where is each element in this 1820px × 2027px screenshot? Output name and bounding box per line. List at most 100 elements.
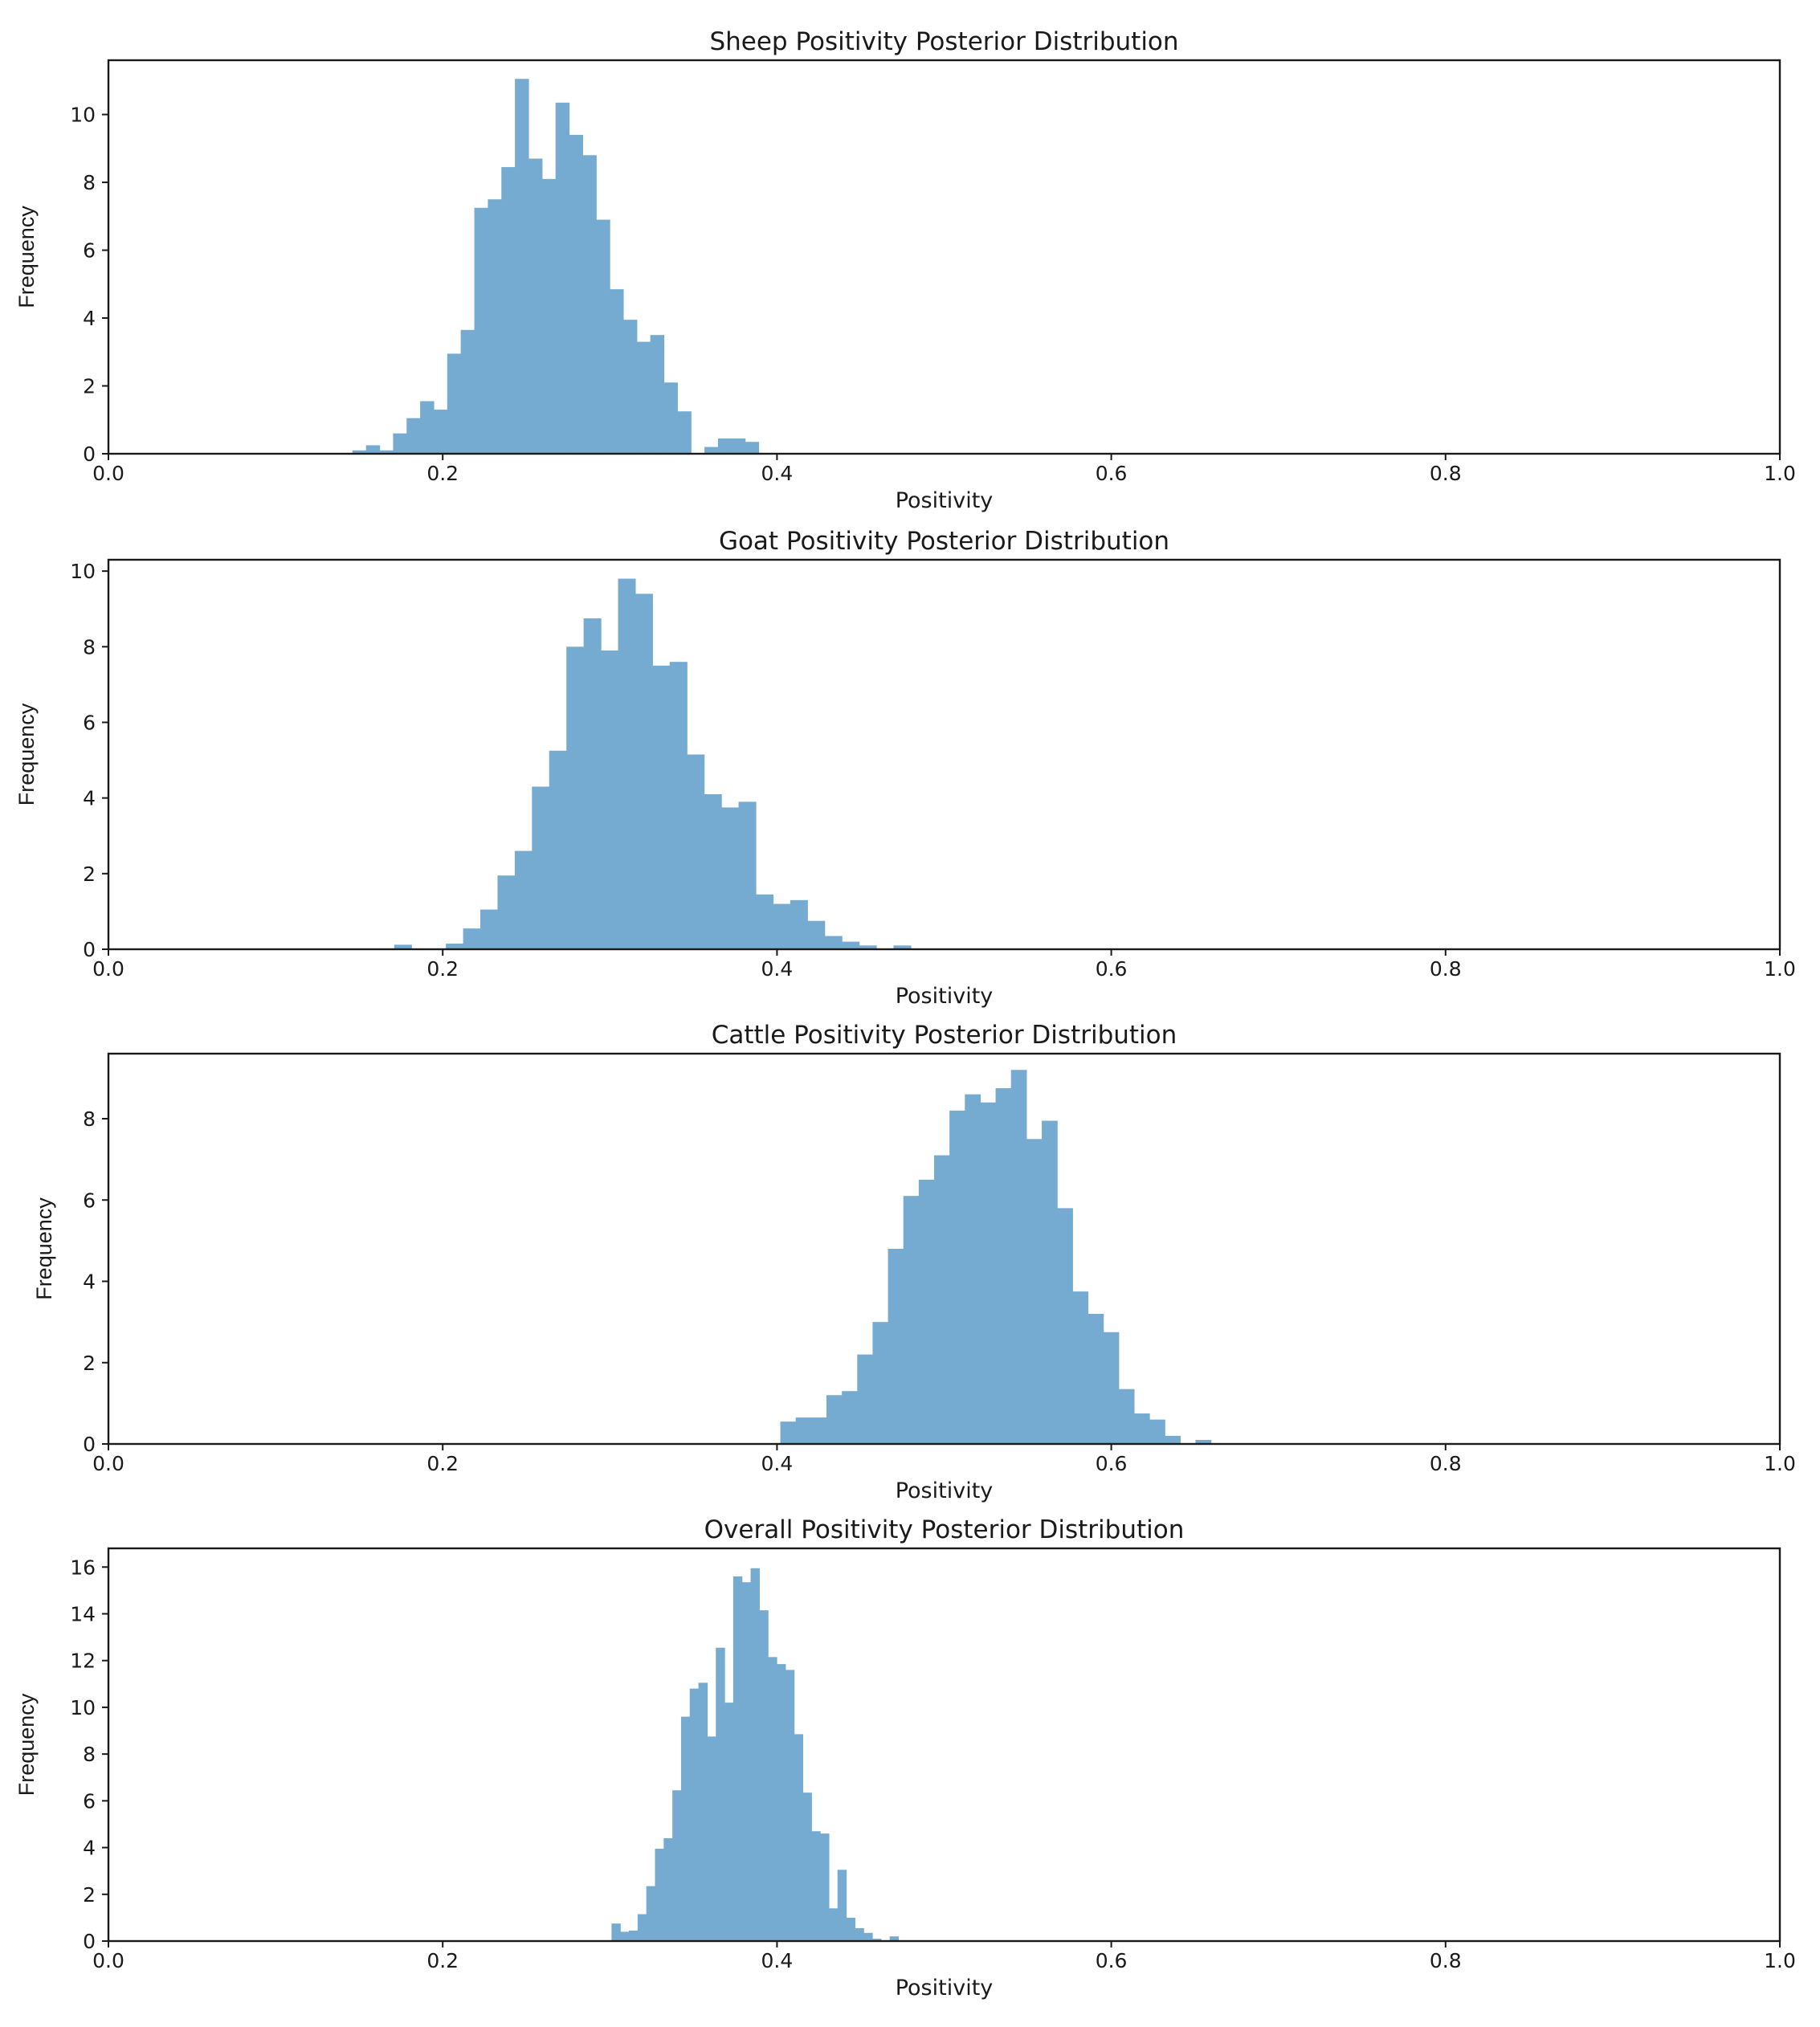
goat-histogram-bar — [773, 903, 791, 949]
sheep-histogram-bar — [515, 79, 529, 454]
overall-histogram-bar — [716, 1647, 725, 1941]
sheep-histogram-bar — [731, 438, 746, 454]
overall-y-tick-label: 10 — [70, 1696, 96, 1719]
goat-y-axis-label: Frequency — [14, 703, 39, 805]
cattle-y-tick-label: 4 — [83, 1270, 96, 1294]
overall-histogram-bar — [689, 1688, 700, 1941]
overall-bars — [611, 1568, 900, 1941]
sheep-histogram-bar — [622, 320, 638, 454]
sheep-x-tick-label: 0.4 — [761, 462, 794, 485]
sheep-histogram-bar — [596, 219, 610, 454]
goat-y-tick-label: 0 — [83, 938, 96, 961]
cattle-histogram-bar — [965, 1094, 981, 1445]
sheep-histogram-bar — [745, 442, 760, 454]
goat-y-tick-label: 2 — [83, 863, 96, 886]
cattle-histogram-bar — [1165, 1435, 1181, 1445]
cattle-histogram-bar — [1042, 1120, 1058, 1444]
overall-histogram-bar — [889, 1936, 900, 1941]
overall-histogram-bar — [646, 1886, 656, 1941]
overall-histogram-bar — [837, 1870, 847, 1941]
overall-x-axis-label: Positivity — [896, 1976, 994, 2000]
overall-histogram-bar — [794, 1734, 804, 1941]
cattle-x-tick-label: 0.8 — [1430, 1452, 1462, 1475]
goat-histogram-bar — [601, 651, 619, 949]
overall-histogram-bar — [732, 1576, 743, 1941]
overall-histogram-bar — [611, 1923, 621, 1941]
sheep-histogram-bar — [420, 401, 435, 454]
cattle-histogram-bar — [857, 1354, 874, 1445]
overall-histogram-bar — [820, 1833, 830, 1941]
cattle-histogram-bar — [1088, 1314, 1104, 1444]
sheep-histogram-bar — [447, 353, 462, 454]
sheep-histogram-bar — [610, 289, 624, 454]
cattle-histogram-bar — [810, 1417, 827, 1444]
sheep-histogram-bar — [406, 418, 421, 454]
overall-histogram-bar — [672, 1790, 682, 1941]
cattle-histogram-bar — [1149, 1419, 1165, 1445]
overall-histogram-bar — [855, 1927, 864, 1941]
cattle-histogram-bar — [826, 1395, 843, 1444]
cattle-histogram-bar — [888, 1249, 904, 1444]
sheep-histogram-bar — [704, 447, 719, 454]
sheep-y-axis-label: Frequency — [14, 206, 39, 308]
overall-histogram-bar — [828, 1908, 839, 1941]
goat-x-tick-label: 0.4 — [761, 957, 794, 981]
sheep-axes-frame — [107, 59, 1781, 455]
goat-histogram-panel: Goat Positivity Posterior Distribution 0.… — [14, 527, 1796, 1009]
goat-histogram-bar — [669, 662, 688, 949]
overall-x-tick-label: 0.8 — [1430, 1949, 1462, 1972]
goat-chart-title: Goat Positivity Posterior Distribution — [719, 527, 1169, 556]
sheep-y-tick-label: 10 — [70, 104, 96, 127]
overall-histogram-bar — [707, 1736, 716, 1941]
goat-x-tick-label: 0.6 — [1096, 957, 1128, 981]
sheep-histogram-bar — [636, 341, 651, 454]
overall-y-tick-label: 0 — [83, 1930, 96, 1953]
overall-y-tick-label: 14 — [70, 1603, 96, 1626]
overall-histogram-bar — [698, 1682, 708, 1941]
overall-x-tick-label: 0.4 — [761, 1949, 794, 1972]
goat-histogram-bar — [652, 665, 671, 949]
goat-histogram-bar — [842, 941, 860, 949]
sheep-histogram-bar — [352, 450, 367, 454]
goat-x-axis-label: Positivity — [896, 984, 994, 1009]
sheep-histogram-bar — [379, 450, 394, 454]
cattle-histogram-bar — [980, 1102, 997, 1444]
cattle-histogram-bar — [1010, 1070, 1027, 1444]
cattle-histogram-bar — [1118, 1389, 1135, 1444]
cattle-histogram-bar — [918, 1179, 935, 1444]
overall-histogram-bar — [620, 1931, 630, 1941]
goat-x-tick-label: 0.0 — [92, 957, 124, 981]
sheep-histogram-bar — [488, 199, 502, 454]
overall-histogram-bar — [680, 1716, 691, 1941]
cattle-bars — [780, 1070, 1212, 1445]
cattle-y-tick-label: 0 — [83, 1433, 96, 1456]
goat-histogram-bar — [687, 754, 705, 949]
sheep-histogram-bar — [474, 207, 488, 454]
goat-histogram-bar — [618, 578, 636, 949]
overall-histogram-panel: Overall Positivity Posterior Distributio… — [14, 1515, 1796, 2000]
sheep-x-tick-label: 0.2 — [426, 462, 459, 485]
goat-histogram-bar — [704, 793, 722, 949]
overall-y-tick-label: 4 — [83, 1837, 96, 1860]
cattle-y-tick-label: 2 — [83, 1352, 96, 1375]
sheep-histogram-bar — [569, 134, 583, 454]
cattle-histogram-bar — [903, 1196, 920, 1444]
goat-histogram-bar — [807, 920, 826, 949]
overall-histogram-bar — [785, 1670, 795, 1941]
cattle-y-tick-label: 6 — [83, 1189, 96, 1212]
overall-y-tick-label: 12 — [70, 1650, 96, 1673]
cattle-x-tick-label: 0.4 — [761, 1452, 794, 1475]
cattle-histogram-bar — [995, 1088, 1012, 1444]
sheep-histogram-bar — [393, 433, 407, 454]
cattle-x-tick-label: 1.0 — [1764, 1452, 1796, 1475]
sheep-x-tick-label: 1.0 — [1764, 462, 1796, 485]
goat-histogram-bar — [824, 936, 843, 949]
overall-histogram-bar — [811, 1831, 821, 1941]
cattle-histogram-bar — [872, 1322, 889, 1445]
overall-x-tick-label: 0.2 — [426, 1949, 459, 1972]
overall-y-tick-label: 16 — [70, 1556, 96, 1579]
overall-histogram-bar — [802, 1792, 812, 1941]
sheep-y-tick-label: 0 — [83, 443, 96, 466]
goat-histogram-bar — [893, 945, 912, 949]
